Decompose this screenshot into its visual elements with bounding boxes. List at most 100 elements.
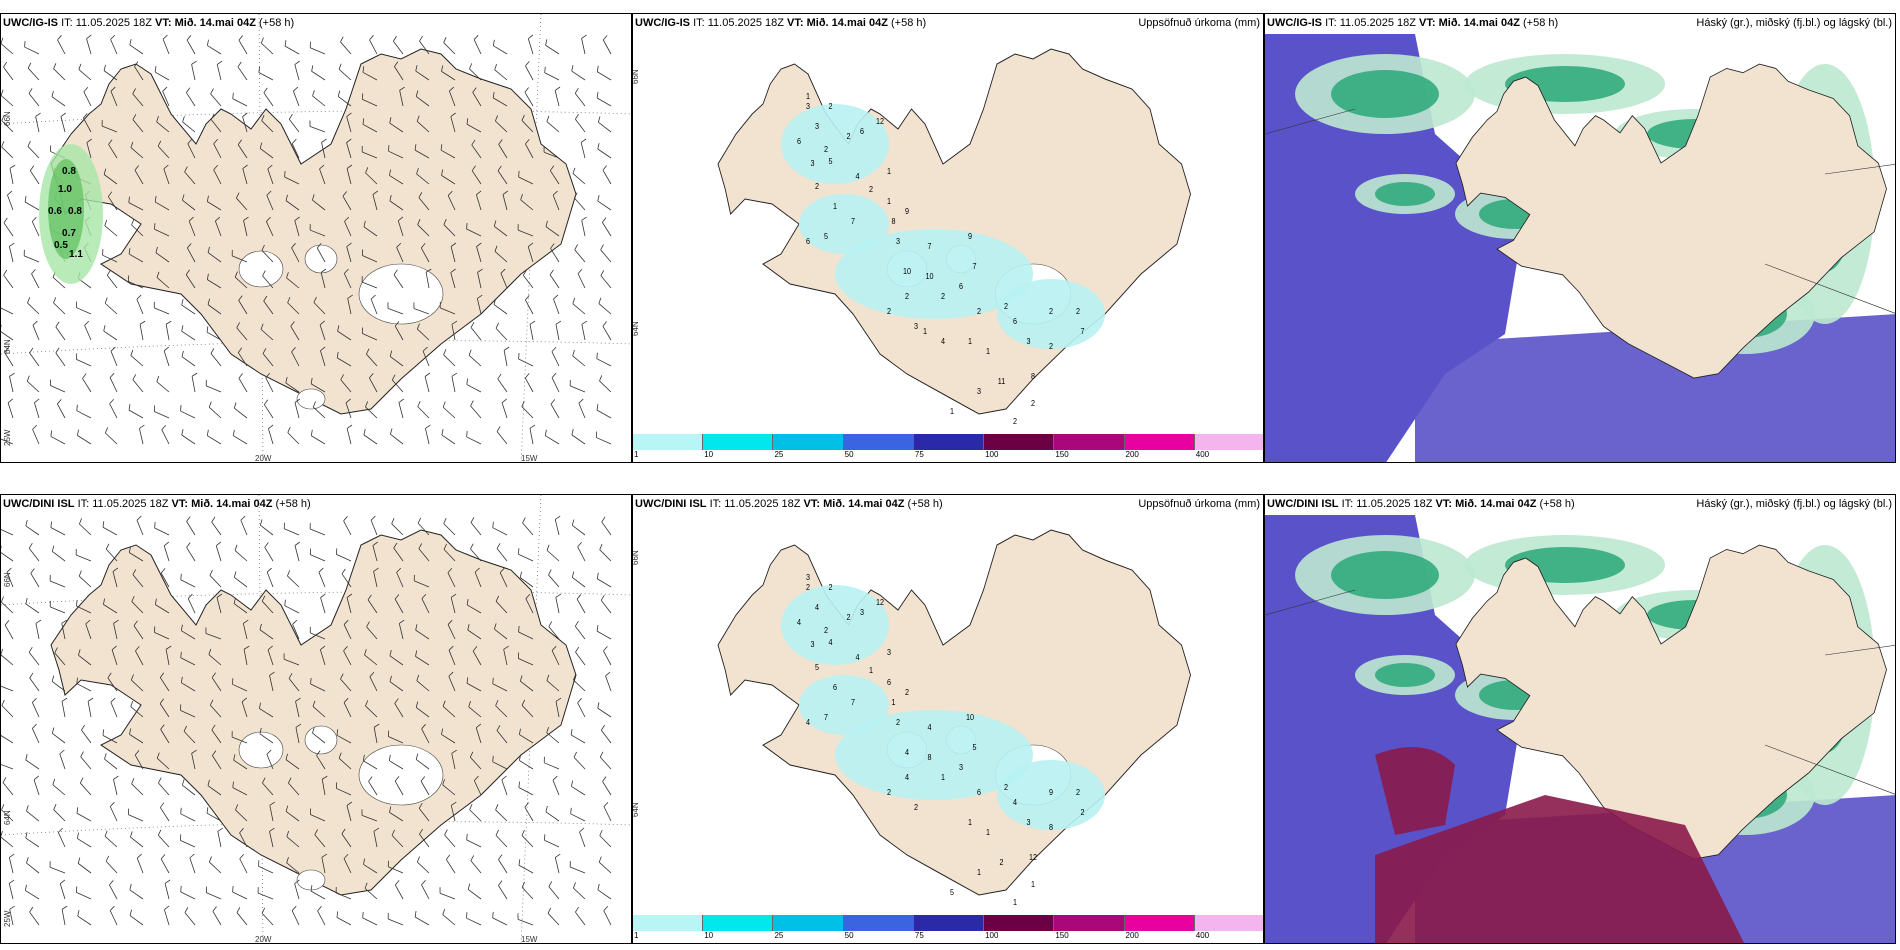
wind-barb bbox=[576, 594, 586, 614]
wind-barb bbox=[497, 373, 508, 393]
wind-barb bbox=[342, 191, 352, 211]
wind-barb bbox=[498, 139, 508, 159]
cloud-map bbox=[1265, 515, 1895, 943]
lat-label-64: 64N bbox=[632, 321, 640, 336]
wind-barb bbox=[1, 307, 14, 315]
wind-barb bbox=[29, 347, 40, 367]
wind-barb bbox=[394, 594, 404, 614]
wind-barb bbox=[134, 61, 144, 81]
precip-map: 13 23262612534212117569873101097622232263… bbox=[717, 48, 1191, 426]
wind-barb bbox=[235, 804, 248, 822]
precip-area bbox=[997, 279, 1105, 349]
wind-barb bbox=[346, 138, 352, 159]
wind-barb bbox=[87, 697, 94, 718]
wind-barb bbox=[581, 320, 588, 341]
wind-barb bbox=[361, 276, 378, 289]
wind-barb bbox=[242, 112, 248, 133]
precip-amount: 1 bbox=[986, 347, 990, 356]
wind-barb bbox=[373, 567, 379, 588]
wind-barb bbox=[420, 776, 430, 796]
wind-barb bbox=[394, 880, 404, 900]
wind-barb bbox=[522, 269, 534, 289]
wind-barb bbox=[470, 322, 482, 341]
precip-amount: 5 bbox=[950, 888, 954, 897]
wind-barb bbox=[443, 37, 456, 55]
wind-barb bbox=[35, 619, 42, 640]
wind-barb bbox=[603, 646, 612, 666]
precip-amount: 6 bbox=[860, 127, 864, 136]
wind-barb bbox=[389, 350, 404, 367]
wind-barb bbox=[597, 702, 612, 718]
wind-barb bbox=[555, 593, 562, 614]
wind-barb bbox=[551, 372, 560, 393]
precip-amount: 3 bbox=[810, 640, 814, 649]
precip-legend: 1 10 25 50 75 100 150 200 400 bbox=[633, 915, 1263, 940]
wind-barb bbox=[598, 297, 612, 315]
wind-barb bbox=[164, 879, 171, 900]
precip-panel-dini: UWC/DINI ISL IT: 11.05.2025 18Z VT: Mið.… bbox=[632, 494, 1264, 944]
wind-barb bbox=[518, 625, 534, 640]
wind-barb bbox=[287, 297, 300, 315]
wind-barb bbox=[269, 827, 275, 848]
precip-amount: 2 bbox=[905, 292, 909, 301]
wind-barb bbox=[443, 517, 456, 536]
precip-amount: 2 bbox=[1080, 808, 1084, 817]
legend-swatch: 400 bbox=[1194, 434, 1263, 459]
wind-barb bbox=[211, 516, 222, 536]
wind-barb bbox=[292, 619, 300, 640]
lon-label-15: 15W bbox=[521, 935, 538, 944]
wind-barb bbox=[595, 431, 612, 445]
wind-barb bbox=[418, 192, 430, 211]
wind-barb bbox=[524, 295, 534, 315]
wind-barb bbox=[283, 522, 300, 536]
wind-barb bbox=[519, 754, 534, 770]
mid-cloud-area bbox=[1331, 551, 1439, 599]
wind-barb bbox=[466, 378, 482, 393]
wind-barb bbox=[569, 860, 586, 874]
wind-barb bbox=[1, 325, 14, 341]
wind-barb bbox=[3, 217, 14, 237]
wind-barb bbox=[319, 164, 326, 185]
wind-barb bbox=[501, 775, 508, 796]
precip-amount: 2 bbox=[1076, 788, 1080, 797]
wind-barb bbox=[578, 398, 586, 419]
wind-barb bbox=[596, 572, 612, 588]
precip-amount: 3 bbox=[810, 159, 814, 168]
wind-barb bbox=[182, 116, 196, 133]
wind-barb bbox=[1, 545, 14, 562]
wind-barb bbox=[596, 352, 612, 367]
wind-barb bbox=[467, 883, 482, 900]
wind-barb bbox=[2, 777, 14, 796]
precip-area bbox=[781, 104, 889, 184]
wind-barb bbox=[86, 34, 92, 55]
wind-barb bbox=[466, 118, 482, 133]
wind-barb bbox=[129, 909, 144, 926]
wind-barb bbox=[343, 853, 352, 874]
wind-barb bbox=[259, 519, 274, 536]
wind-barb bbox=[109, 880, 118, 900]
wind-barb bbox=[1, 648, 14, 666]
cloud-panel-dini: UWC/DINI ISL IT: 11.05.2025 18Z VT: Mið.… bbox=[1264, 494, 1896, 944]
wind-barb bbox=[286, 272, 300, 289]
wind-barb bbox=[596, 92, 612, 107]
wind-barb bbox=[85, 619, 92, 640]
wind-barb bbox=[241, 697, 248, 718]
wind-barb bbox=[211, 672, 222, 692]
wind-barb bbox=[441, 429, 456, 445]
wind-barb bbox=[572, 297, 586, 315]
panel-title: UWC/DINI ISL IT: 11.05.2025 18Z VT: Mið.… bbox=[3, 498, 311, 510]
wind-barb bbox=[518, 353, 534, 367]
wind-barb bbox=[210, 88, 222, 107]
wind-barb bbox=[181, 194, 196, 211]
wind-barb bbox=[468, 700, 482, 718]
wind-barb bbox=[1, 699, 14, 718]
wind-barb bbox=[522, 517, 534, 536]
wind-barb bbox=[466, 833, 482, 848]
iceland-group: 13 23262612534212117569873101097622232263… bbox=[717, 48, 1191, 426]
precip-amount: 1 bbox=[977, 868, 981, 877]
wind-barb bbox=[393, 542, 404, 562]
wind-barb bbox=[389, 194, 404, 211]
wind-barb bbox=[162, 34, 170, 55]
wind-barb bbox=[208, 401, 222, 419]
precip-amount: 8 bbox=[891, 217, 895, 226]
